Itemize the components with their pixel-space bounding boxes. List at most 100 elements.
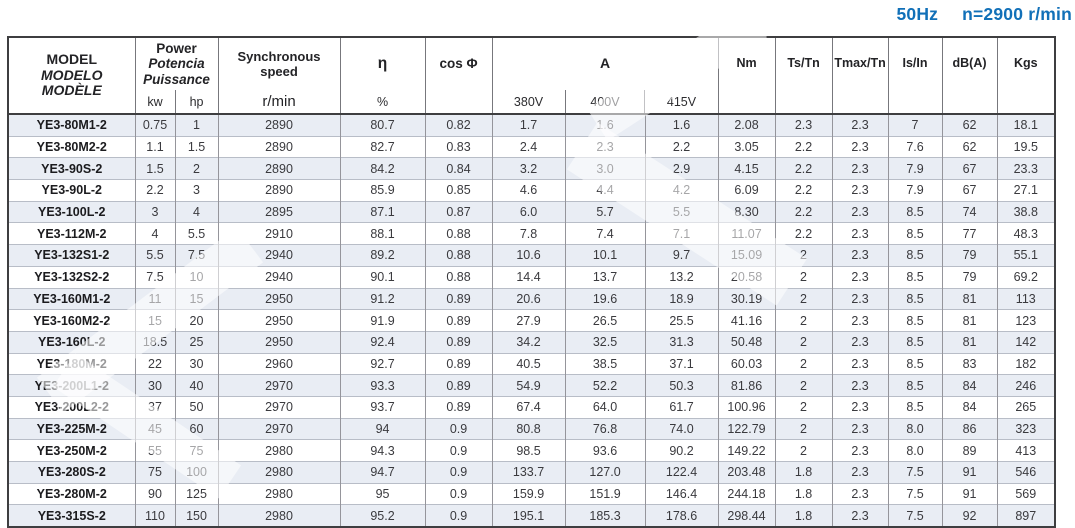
cell-ts-tn: 2 — [774, 265, 833, 288]
cell-kw: 18.5 — [134, 330, 175, 354]
cell-model: YE3-80M1-2 — [8, 114, 135, 137]
is-in-label: Is/In — [902, 56, 928, 71]
col-header-nm: Nm — [717, 37, 776, 115]
cell-kw: 37 — [134, 395, 175, 419]
cell-a-400v: 151.9 — [564, 482, 646, 505]
cell-nm: 15.09 — [717, 244, 776, 267]
cell-kw: 2.2 — [134, 179, 175, 202]
nm-label: Nm — [736, 56, 757, 71]
cell-kgs: 265 — [996, 395, 1056, 419]
cell-db-a: 79 — [941, 265, 998, 288]
cell-is-in: 8.0 — [887, 417, 943, 440]
cell-a-415v: 13.2 — [644, 265, 719, 288]
cell-efficiency: 95 — [339, 482, 426, 505]
cell-a-400v: 5.7 — [564, 200, 646, 223]
voltage-400v: 400V — [564, 90, 645, 113]
tmax-tn-label: Tmax/Tn — [834, 56, 886, 71]
cell-kw: 30 — [134, 374, 175, 397]
table-row: YE3-160M2-2 15 20 2950 91.9 0.89 27.9 26.5 25.5 4… — [8, 309, 1056, 332]
db-label: dB(A) — [952, 56, 987, 71]
cell-hp: 100 — [174, 461, 219, 484]
cell-db-a: 67 — [941, 179, 998, 202]
cell-ts-tn: 2.2 — [774, 157, 833, 180]
frequency-label: 50Hz — [896, 4, 939, 24]
cell-model: YE3-132S2-2 — [8, 265, 135, 288]
cell-efficiency: 95.2 — [339, 504, 426, 528]
cell-a-380v: 4.6 — [491, 179, 566, 202]
cell-cos-phi: 0.89 — [424, 395, 493, 419]
cell-nm: 8.30 — [717, 200, 776, 223]
cell-kgs: 113 — [996, 287, 1056, 310]
cell-model: YE3-280M-2 — [8, 482, 135, 505]
kgs-label: Kgs — [1013, 56, 1038, 71]
cell-db-a: 84 — [941, 395, 998, 419]
cell-a-380v: 10.6 — [491, 244, 566, 267]
cell-kgs: 323 — [996, 417, 1056, 440]
table-row: YE3-200L2-2 37 50 2970 93.7 0.89 67.4 64.0 61.7 1… — [8, 395, 1056, 419]
cell-sync-speed: 2950 — [217, 330, 341, 354]
cell-cos-phi: 0.85 — [424, 179, 493, 202]
cell-model: YE3-280S-2 — [8, 461, 135, 484]
cell-model: YE3-225M-2 — [8, 417, 135, 440]
cell-tmax-tn: 2.3 — [831, 200, 889, 223]
cell-nm: 4.15 — [717, 157, 776, 180]
cell-a-380v: 159.9 — [491, 482, 566, 505]
table-row: YE3-112M-2 4 5.5 2910 88.1 0.88 7.8 7.4 7.1 11.07… — [8, 222, 1056, 245]
cell-nm: 50.48 — [717, 330, 776, 354]
col-header-model: MODEL MODELO MODÈLE — [8, 37, 135, 115]
cell-tmax-tn: 2.3 — [831, 330, 889, 354]
col-header-efficiency: η % — [339, 37, 426, 115]
cell-sync-speed: 2890 — [217, 114, 341, 137]
cell-a-400v: 185.3 — [564, 504, 646, 528]
cell-tmax-tn: 2.3 — [831, 352, 889, 375]
cell-ts-tn: 2.2 — [774, 135, 833, 158]
cell-db-a: 74 — [941, 200, 998, 223]
cell-db-a: 81 — [941, 309, 998, 332]
cell-is-in: 8.5 — [887, 374, 943, 397]
cell-a-415v: 61.7 — [644, 395, 719, 419]
cell-ts-tn: 2.3 — [774, 114, 833, 137]
cell-a-380v: 27.9 — [491, 309, 566, 332]
cell-kw: 110 — [134, 504, 175, 528]
cell-hp: 20 — [174, 309, 219, 332]
cell-ts-tn: 2 — [774, 417, 833, 440]
cell-efficiency: 92.4 — [339, 330, 426, 354]
unit-rpm: r/min — [262, 93, 296, 110]
cell-cos-phi: 0.9 — [424, 439, 493, 462]
cell-a-380v: 40.5 — [491, 352, 566, 375]
cell-hp: 30 — [174, 352, 219, 375]
cell-sync-speed: 2970 — [217, 417, 341, 440]
cell-a-415v: 5.5 — [644, 200, 719, 223]
cell-ts-tn: 2 — [774, 330, 833, 354]
cell-a-415v: 74.0 — [644, 417, 719, 440]
cell-efficiency: 88.1 — [339, 222, 426, 245]
unit-kw: kw — [147, 94, 163, 109]
model-label-en: MODEL — [46, 51, 98, 68]
cell-efficiency: 84.2 — [339, 157, 426, 180]
cell-ts-tn: 2 — [774, 352, 833, 375]
cell-tmax-tn: 2.3 — [831, 135, 889, 158]
cell-nm: 20.58 — [717, 265, 776, 288]
col-header-sync-speed: Synchronous speed r/min — [217, 37, 341, 115]
cell-model: YE3-160M2-2 — [8, 309, 135, 332]
table-row: YE3-80M1-2 0.75 1 2890 80.7 0.82 1.7 1.6 1.6 2.08… — [8, 114, 1056, 137]
cell-a-380v: 133.7 — [491, 461, 566, 484]
cell-kw: 55 — [134, 439, 175, 462]
cell-is-in: 8.5 — [887, 265, 943, 288]
cell-model: YE3-132S1-2 — [8, 244, 135, 267]
cell-kgs: 182 — [996, 352, 1056, 375]
cell-nm: 60.03 — [717, 352, 776, 375]
table-row: YE3-90L-2 2.2 3 2890 85.9 0.85 4.6 4.4 4.2 6.09 2.… — [8, 179, 1056, 202]
cell-a-400v: 13.7 — [564, 265, 646, 288]
col-header-kgs: Kgs — [996, 37, 1056, 115]
cell-a-380v: 20.6 — [491, 287, 566, 310]
cell-a-400v: 7.4 — [564, 222, 646, 245]
cell-a-400v: 32.5 — [564, 330, 646, 354]
cell-efficiency: 94 — [339, 417, 426, 440]
cell-efficiency: 92.7 — [339, 352, 426, 375]
cell-a-415v: 4.2 — [644, 179, 719, 202]
cell-a-400v: 3.0 — [564, 157, 646, 180]
cell-tmax-tn: 2.3 — [831, 439, 889, 462]
col-header-cos-phi: cos Φ — [424, 37, 493, 115]
cell-is-in: 8.5 — [887, 200, 943, 223]
